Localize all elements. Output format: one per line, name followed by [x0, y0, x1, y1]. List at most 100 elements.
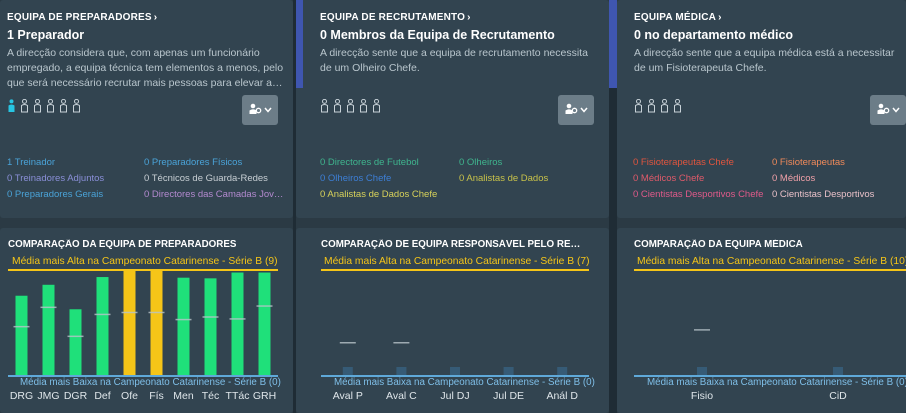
role-item[interactable]: 0 Médicos: [772, 173, 816, 184]
comparison-card: [296, 228, 609, 413]
bar-cid[interactable]: [833, 367, 843, 375]
highest-average-label: Média mais Alta na Campeonato Catarinens…: [637, 256, 906, 267]
bar-jmg[interactable]: [42, 284, 55, 375]
person-icon: [7, 99, 16, 113]
x-tick-label: DGR: [64, 390, 88, 402]
person-icon: [634, 99, 643, 113]
role-item[interactable]: 1 Treinador: [7, 157, 56, 168]
x-tick-label: Jul DE: [493, 390, 524, 402]
chevron-right-icon: ›: [718, 12, 722, 23]
staff-filter-icon: [876, 103, 890, 118]
role-item[interactable]: 0 Fisioterapeutas Chefe: [633, 157, 734, 168]
panel-separator: [609, 0, 617, 413]
person-icon: [333, 99, 342, 113]
x-tick-label: TTác: [226, 390, 250, 402]
staff-comparison-chart: DRG JMG DGR Def Ofe Fís Men Téc TTác GRH: [10, 269, 276, 402]
staff-indicator: [634, 99, 682, 113]
role-item[interactable]: 0 Olheiros Chefe: [320, 173, 392, 184]
chevron-right-icon: ›: [467, 12, 471, 23]
bar-jul-de[interactable]: [503, 367, 514, 375]
panel-recrutamento: EQUIPA DE RECRUTAMENTO › 0 Membros da Equ…: [296, 0, 609, 413]
bar-fisio[interactable]: [697, 367, 707, 375]
panel-title: 0 Membros da Equipa de Recrutamento: [320, 28, 555, 42]
staff-filter-dropdown[interactable]: [558, 95, 594, 125]
staff-filter-icon: [248, 103, 262, 118]
x-tick-label: GRH: [253, 390, 276, 402]
role-item[interactable]: 0 Analistas de Dados: [459, 173, 549, 184]
x-tick-label: Men: [173, 390, 194, 402]
x-tick-label: Ofe: [121, 390, 138, 402]
x-tick-label: Aval C: [386, 390, 417, 402]
panel-description: A direcção sente que a equipa médica est…: [634, 47, 895, 74]
x-tick-label: Téc: [202, 390, 220, 402]
role-item[interactable]: 0 Preparadores Físicos: [144, 157, 243, 168]
bar-aval-c[interactable]: [396, 367, 407, 375]
panel-header-link[interactable]: EQUIPA DE PREPARADORES ›: [7, 12, 158, 23]
highest-average-line: [8, 269, 278, 271]
panel-separator: [293, 0, 296, 413]
summary-card: [296, 0, 609, 218]
highest-average-label: Média mais Alta na Campeonato Catarinens…: [12, 256, 278, 267]
chevron-down-icon: [892, 104, 900, 116]
chevron-down-icon: [580, 104, 588, 116]
staff-indicator: [7, 99, 81, 113]
x-tick-label: Def: [94, 390, 110, 402]
bar-grh[interactable]: [258, 272, 271, 375]
person-icon: [33, 99, 42, 113]
person-icon: [372, 99, 381, 113]
bar-def[interactable]: [96, 277, 109, 375]
role-item[interactable]: 0 Fisioterapeutas: [772, 157, 845, 168]
role-item[interactable]: 0 Analistas de Dados Chefe: [320, 189, 438, 200]
x-tick-label: Fisio: [691, 390, 713, 402]
bar-dgr[interactable]: [69, 309, 82, 375]
panel-header-link[interactable]: EQUIPA DE RECRUTAMENTO ›: [320, 12, 471, 23]
accent-bar: [609, 0, 617, 88]
chevron-right-icon: ›: [153, 12, 158, 23]
person-icon: [647, 99, 656, 113]
bar-téc[interactable]: [204, 278, 217, 375]
comparison-card: [617, 228, 906, 413]
role-item[interactable]: 0 Cientistas Desportivos: [772, 189, 875, 200]
lowest-average-label: Média mais Baixa na Campeonato Catarinen…: [334, 377, 595, 388]
bar-aval-p[interactable]: [342, 367, 353, 375]
staff-filter-dropdown[interactable]: [870, 95, 906, 125]
person-icon: [359, 99, 368, 113]
panel-title: 1 Preparador: [7, 28, 85, 42]
x-tick-label: Aval P: [333, 390, 363, 402]
bar-jul-dj[interactable]: [450, 367, 460, 375]
role-item[interactable]: 0 Preparadores Gerais: [7, 189, 104, 200]
person-icon: [72, 99, 81, 113]
role-item[interactable]: 0 Directores de Futebol: [320, 157, 419, 168]
bar-ttác[interactable]: [231, 272, 244, 375]
staff-indicator: [320, 99, 381, 113]
highest-average-line: [321, 269, 589, 271]
role-item[interactable]: 0 Directores das Camadas Jov…: [144, 189, 284, 200]
role-item[interactable]: 0 Médicos Chefe: [633, 173, 705, 184]
bar-anál-d[interactable]: [557, 367, 568, 375]
person-icon: [660, 99, 669, 113]
bar-men[interactable]: [177, 277, 190, 375]
x-tick-label: Jul DJ: [440, 390, 469, 402]
panel-medica: EQUIPA MÉDICA › 0 no departamento médico …: [609, 0, 906, 413]
person-icon: [346, 99, 355, 113]
lowest-average-line: [634, 375, 906, 377]
accent-bar: [296, 0, 303, 88]
person-icon: [46, 99, 55, 113]
bar-ofe[interactable]: [123, 269, 136, 375]
panel-description: A direcção considera que, com apenas um …: [7, 47, 284, 89]
role-item[interactable]: 0 Cientistas Desportivos Chefe: [633, 189, 764, 200]
panel-header-link[interactable]: EQUIPA MÉDICA ›: [634, 12, 722, 23]
x-tick-label: JMG: [37, 390, 59, 402]
staff-filter-dropdown[interactable]: [242, 95, 278, 125]
bar-drg[interactable]: [15, 295, 28, 375]
role-item[interactable]: 0 Olheiros: [459, 157, 503, 168]
x-tick-label: Anál D: [546, 390, 578, 402]
staff-filter-icon: [564, 103, 578, 118]
role-item[interactable]: 0 Treinadores Adjuntos: [7, 173, 105, 184]
staff-comparison-chart: Aval P Aval C Jul DJ Jul DE Anál D: [333, 342, 578, 402]
lowest-average-line: [321, 375, 589, 377]
lowest-average-label: Média mais Baixa na Campeonato Catarinen…: [20, 377, 281, 388]
role-item[interactable]: 0 Técnicos de Guarda-Redes: [144, 173, 268, 184]
bar-fís[interactable]: [150, 269, 163, 375]
person-icon: [320, 99, 329, 113]
